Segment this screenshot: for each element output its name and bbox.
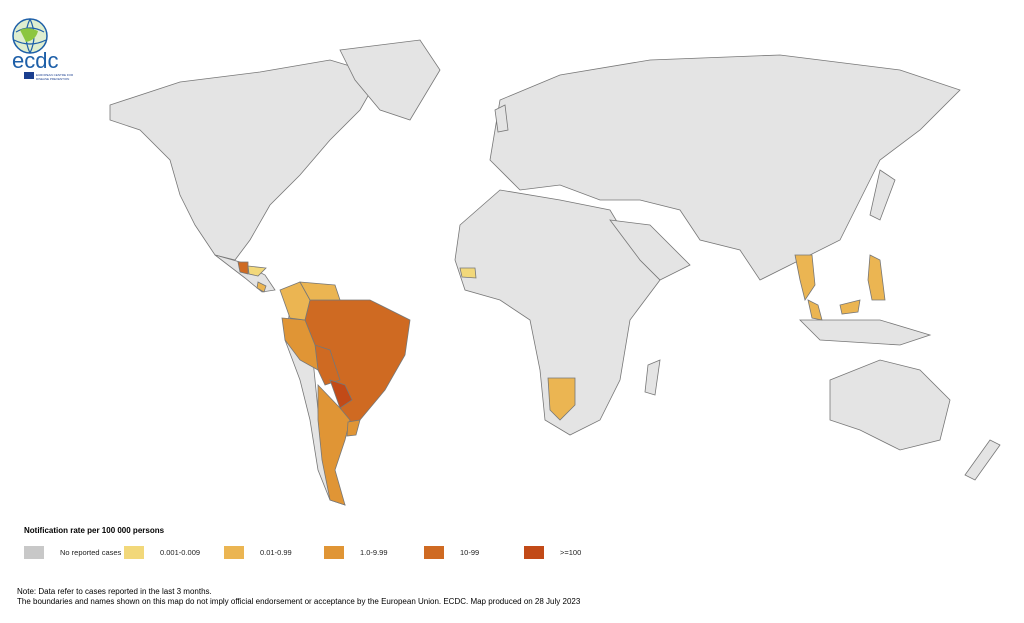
- note-period: Note: Data refer to cases reported in th…: [17, 587, 212, 596]
- legend-label: 10-99: [460, 548, 480, 557]
- legend-item: 0.01-0.99: [224, 546, 324, 559]
- legend-label: >=100: [560, 548, 582, 557]
- country-venezuela: [299, 281, 341, 301]
- country-uruguay: [346, 419, 361, 437]
- legend-title: Notification rate per 100 000 persons: [24, 526, 165, 535]
- legend-item: No reported cases: [24, 546, 124, 559]
- country-malaysia: [807, 299, 861, 321]
- land-eurasia: [489, 54, 961, 281]
- legend-label: 1.0-9.99: [360, 548, 388, 557]
- legend-swatch: [124, 546, 144, 559]
- land-uk: [494, 104, 509, 133]
- country-thailand: [794, 254, 816, 301]
- legend-swatch: [524, 546, 544, 559]
- country-namibia: [547, 377, 576, 421]
- legend-swatch: [24, 546, 44, 559]
- land-madagascar: [644, 359, 661, 396]
- svg-text:EUROPEAN CENTRE FOR: EUROPEAN CENTRE FOR: [36, 73, 74, 77]
- country-honduras: [247, 265, 267, 277]
- ecdc-logo: ecdc EUROPEAN CENTRE FOR DISEASE PREVENT…: [12, 18, 74, 81]
- land-japan: [869, 169, 896, 221]
- legend-item: 1.0-9.99: [324, 546, 424, 559]
- legend-item: 10-99: [424, 546, 524, 559]
- svg-text:DISEASE PREVENTION: DISEASE PREVENTION: [36, 77, 69, 81]
- legend-label: 0.01-0.99: [260, 548, 292, 557]
- legend: No reported cases 0.001-0.009 0.01-0.99 1.0…: [24, 546, 624, 559]
- country-paraguay: [329, 379, 353, 409]
- country-costa-rica: [256, 281, 267, 293]
- legend-swatch: [324, 546, 344, 559]
- note-disclaimer: The boundaries and names shown on this m…: [17, 597, 581, 606]
- legend-swatch: [224, 546, 244, 559]
- country-philippines: [867, 254, 886, 301]
- legend-item: >=100: [524, 546, 624, 559]
- svg-text:ecdc: ecdc: [12, 48, 58, 73]
- country-argentina: [317, 384, 351, 506]
- land-africa: [454, 189, 661, 436]
- land-new-zealand: [964, 439, 1001, 481]
- legend-label: 0.001-0.009: [160, 548, 201, 557]
- legend-item: 0.001-0.009: [124, 546, 224, 559]
- land-indonesia: [799, 319, 932, 346]
- legend-label: No reported cases: [60, 548, 122, 557]
- land-australia: [829, 359, 951, 451]
- country-guatemala: [237, 261, 249, 275]
- country-colombia: [279, 281, 311, 321]
- land-north-america: [109, 59, 381, 261]
- legend-swatch: [424, 546, 444, 559]
- land-arabia: [609, 219, 691, 281]
- land-greenland: [339, 39, 441, 121]
- world-map: [109, 39, 1001, 506]
- map-notes: Note: Data refer to cases reported in th…: [17, 587, 580, 607]
- country-senegal: [459, 267, 477, 279]
